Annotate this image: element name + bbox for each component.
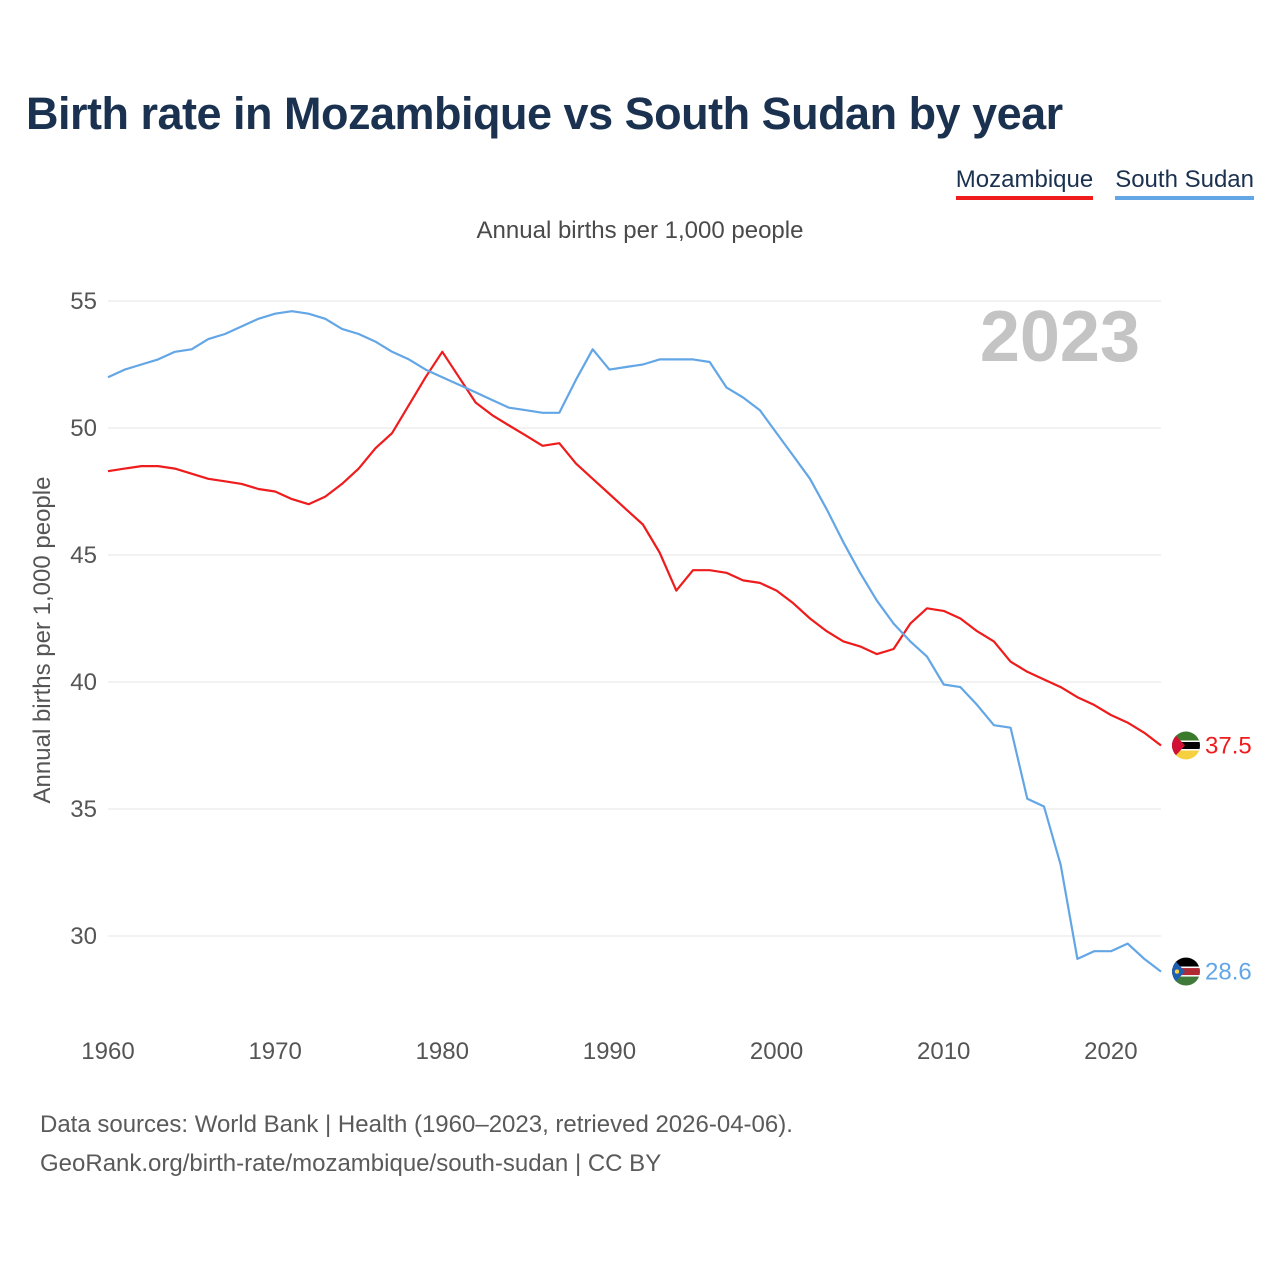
footer-link[interactable]: GeoRank.org/birth-rate/mozambique/south-… bbox=[40, 1150, 662, 1177]
chart-title: Birth rate in Mozambique vs South Sudan … bbox=[26, 88, 1063, 139]
series-lines bbox=[107, 310, 1162, 973]
legend: Mozambique South Sudan bbox=[955, 166, 1254, 200]
footer-sources: Data sources: World Bank | Health (1960–… bbox=[40, 1111, 793, 1138]
x-tick-label-2000: 2000 bbox=[750, 1038, 803, 1065]
end-value-label-south-sudan: 28.6 bbox=[1205, 959, 1252, 986]
y-tick-label-40: 40 bbox=[70, 669, 97, 696]
series-line-mozambique bbox=[107, 350, 1162, 747]
year-badge: 2023 bbox=[980, 297, 1140, 377]
y-tick-label-50: 50 bbox=[70, 415, 97, 442]
x-tick-label-1960: 1960 bbox=[81, 1038, 134, 1065]
y-axis-label: Annual births per 1,000 people bbox=[29, 477, 56, 804]
y-tick-label-55: 55 bbox=[70, 288, 97, 315]
x-tick-label-1990: 1990 bbox=[583, 1038, 636, 1065]
legend-item-south-sudan[interactable]: South Sudan bbox=[1115, 166, 1254, 200]
flag-icon-mozambique bbox=[1172, 731, 1200, 760]
end-value-label-mozambique: 37.5 bbox=[1205, 733, 1252, 760]
grid-lines bbox=[108, 300, 1161, 937]
flag-icon-south-sudan bbox=[1172, 957, 1200, 986]
x-tick-label-2010: 2010 bbox=[917, 1038, 970, 1065]
x-axis-ticks: 1960 1970 1980 1990 2000 2010 2020 bbox=[81, 1038, 1137, 1065]
series-line-south-sudan bbox=[107, 310, 1162, 973]
y-axis-ticks: 30 35 40 45 50 55 bbox=[70, 288, 97, 950]
footer: Data sources: World Bank | Health (1960–… bbox=[40, 1105, 793, 1183]
y-tick-label-30: 30 bbox=[70, 923, 97, 950]
line-chart: 30 35 40 45 50 55 1960 1970 1980 1990 2000 2010 202… bbox=[29, 288, 1252, 1065]
chart-subtitle: Annual births per 1,000 people bbox=[476, 217, 804, 244]
x-tick-label-1980: 1980 bbox=[416, 1038, 469, 1065]
y-tick-label-45: 45 bbox=[70, 542, 97, 569]
x-tick-label-1970: 1970 bbox=[248, 1038, 301, 1065]
x-tick-label-2020: 2020 bbox=[1084, 1038, 1137, 1065]
series-end-markers: 37.5 28.6 bbox=[1172, 731, 1252, 986]
y-tick-label-35: 35 bbox=[70, 796, 97, 823]
legend-item-mozambique[interactable]: Mozambique bbox=[955, 166, 1094, 200]
